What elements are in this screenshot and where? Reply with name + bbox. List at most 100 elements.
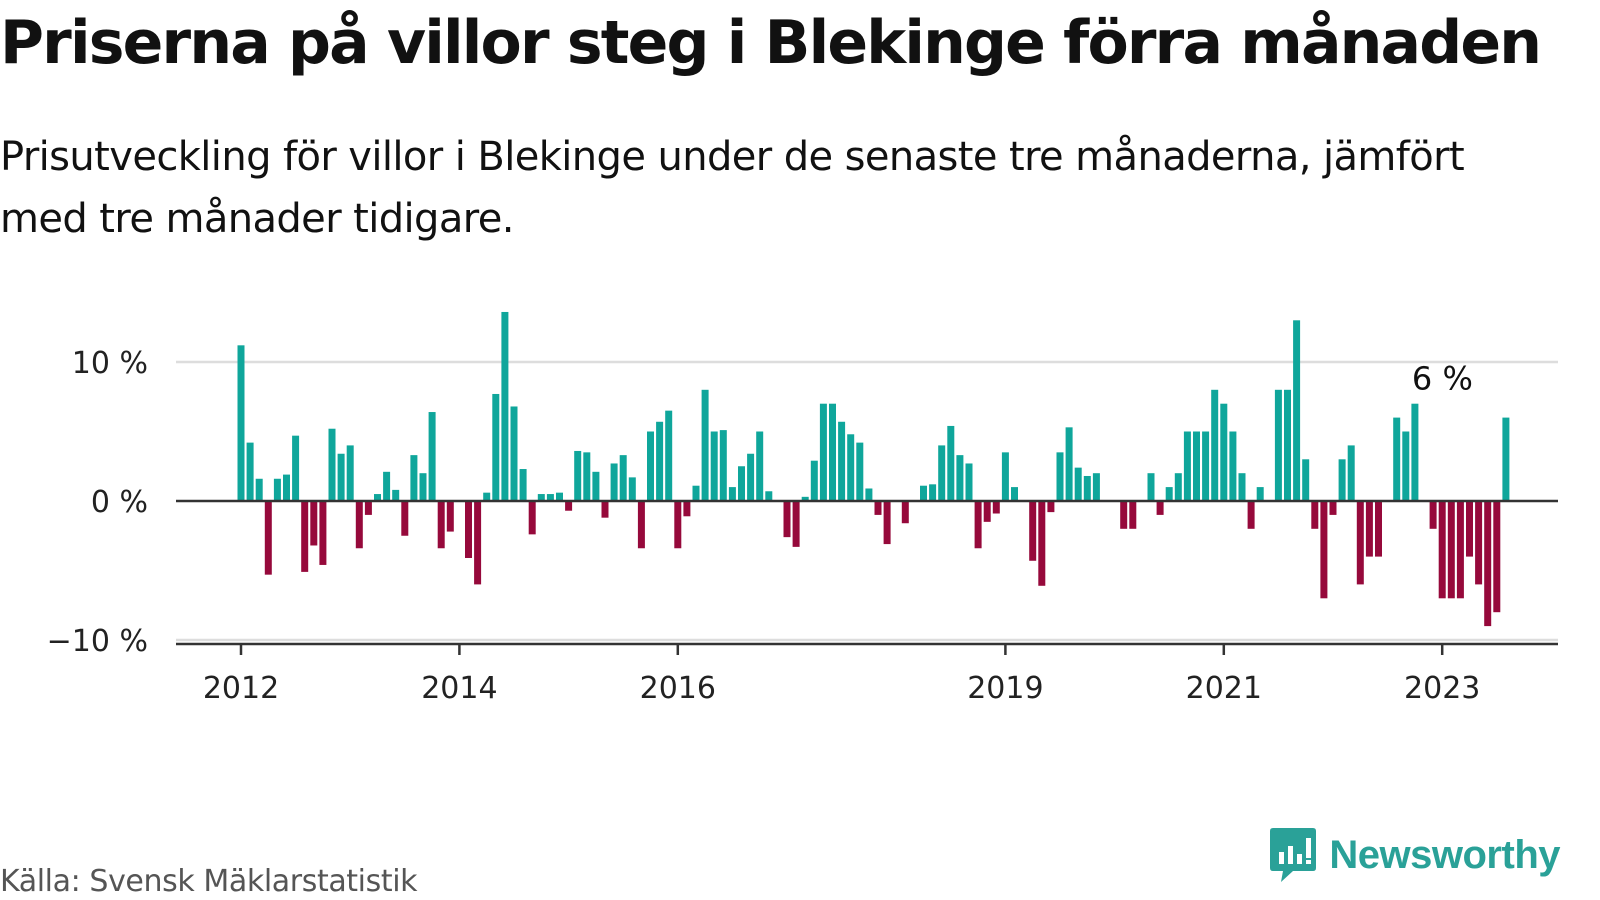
bar bbox=[628, 477, 636, 501]
bar bbox=[328, 428, 336, 501]
bar bbox=[692, 485, 700, 501]
bar bbox=[401, 501, 409, 536]
bar bbox=[992, 501, 1000, 514]
bar bbox=[901, 501, 909, 524]
x-tick-label: 2023 bbox=[1404, 671, 1480, 706]
x-tick-label: 2021 bbox=[1186, 671, 1262, 706]
bar bbox=[246, 442, 254, 501]
bar bbox=[1484, 501, 1492, 627]
bar bbox=[883, 501, 891, 545]
brand-name: Newsworthy bbox=[1329, 832, 1560, 877]
bar bbox=[747, 453, 755, 501]
bar bbox=[556, 492, 563, 501]
bar bbox=[1092, 473, 1100, 501]
bar bbox=[483, 492, 491, 501]
bar bbox=[665, 410, 673, 501]
bar bbox=[856, 442, 864, 501]
bar bbox=[1220, 403, 1228, 501]
bar bbox=[683, 501, 691, 517]
bar bbox=[501, 311, 509, 501]
bar bbox=[920, 485, 927, 501]
bar bbox=[519, 469, 527, 501]
bar bbox=[1466, 501, 1473, 557]
bar bbox=[1174, 473, 1182, 501]
bar bbox=[947, 425, 955, 501]
bar bbox=[1256, 487, 1264, 501]
bar bbox=[938, 445, 946, 501]
bar bbox=[647, 431, 654, 501]
bar bbox=[446, 501, 454, 532]
bar bbox=[1356, 501, 1364, 585]
bars bbox=[237, 311, 1510, 627]
bar bbox=[829, 403, 836, 501]
bar bbox=[574, 450, 582, 501]
bar bbox=[565, 501, 573, 511]
bar bbox=[1429, 501, 1437, 529]
bar bbox=[1120, 501, 1128, 529]
x-tick-label: 2012 bbox=[203, 671, 279, 706]
x-tick-label: 2016 bbox=[640, 671, 716, 706]
bar bbox=[965, 463, 973, 501]
bar bbox=[474, 501, 482, 585]
bar bbox=[319, 501, 327, 565]
bar bbox=[1447, 501, 1455, 599]
bar bbox=[1129, 501, 1137, 529]
bar bbox=[756, 431, 764, 501]
bar bbox=[1402, 431, 1410, 501]
bar bbox=[1238, 473, 1246, 501]
source-note: Källa: Svensk Mäklarstatistik bbox=[0, 864, 418, 899]
bar bbox=[1375, 501, 1382, 557]
bar bbox=[810, 460, 818, 501]
bar bbox=[592, 471, 600, 501]
brand-logo: Newsworthy bbox=[1269, 824, 1560, 886]
bar bbox=[1047, 501, 1055, 513]
bar bbox=[255, 478, 263, 501]
bar bbox=[1247, 501, 1255, 529]
bar bbox=[1347, 445, 1355, 501]
bar bbox=[1211, 389, 1219, 501]
bar bbox=[1456, 501, 1464, 599]
bar bbox=[537, 494, 545, 501]
bar bbox=[419, 473, 427, 501]
bar bbox=[492, 393, 500, 501]
bar bbox=[783, 501, 791, 538]
bar bbox=[1338, 459, 1346, 501]
bar bbox=[847, 434, 855, 501]
y-tick-label: 0 % bbox=[91, 485, 148, 520]
bar bbox=[738, 466, 745, 501]
bar bbox=[392, 489, 400, 501]
axis-labels: −10 % 0 % 10 % 2012 2014 2016 2019 2021 2023 6 % bbox=[47, 346, 1481, 706]
bar bbox=[1302, 459, 1310, 501]
bar bbox=[528, 501, 536, 535]
x-tick-label: 2019 bbox=[967, 671, 1043, 706]
bar bbox=[801, 496, 809, 501]
bar bbox=[728, 487, 736, 501]
bar bbox=[874, 501, 882, 515]
bar bbox=[610, 463, 618, 501]
bar bbox=[264, 501, 272, 575]
bar bbox=[1193, 431, 1200, 501]
bar bbox=[1065, 427, 1073, 501]
bar bbox=[1274, 389, 1282, 501]
y-tick-label: 10 % bbox=[72, 346, 148, 381]
bar bbox=[273, 478, 281, 501]
bar bbox=[546, 494, 554, 501]
bar bbox=[310, 501, 318, 546]
bar bbox=[1183, 431, 1191, 501]
bar bbox=[437, 501, 445, 549]
bar bbox=[428, 412, 436, 501]
bar bbox=[838, 421, 846, 501]
chart-title: Priserna på villor steg i Blekinge förra… bbox=[0, 8, 1542, 78]
bar bbox=[792, 501, 800, 547]
bar bbox=[656, 421, 664, 501]
axes bbox=[176, 499, 1558, 655]
bar-chart: −10 % 0 % 10 % 2012 2014 2016 2019 2021 2023 6 % bbox=[47, 311, 1558, 706]
bar bbox=[637, 501, 645, 549]
bar bbox=[410, 455, 418, 501]
bar bbox=[1056, 452, 1064, 501]
annotation-label: 6 % bbox=[1412, 360, 1473, 398]
bar bbox=[765, 491, 773, 501]
bar bbox=[1029, 501, 1037, 561]
bar bbox=[1011, 487, 1018, 501]
bar bbox=[374, 494, 381, 501]
